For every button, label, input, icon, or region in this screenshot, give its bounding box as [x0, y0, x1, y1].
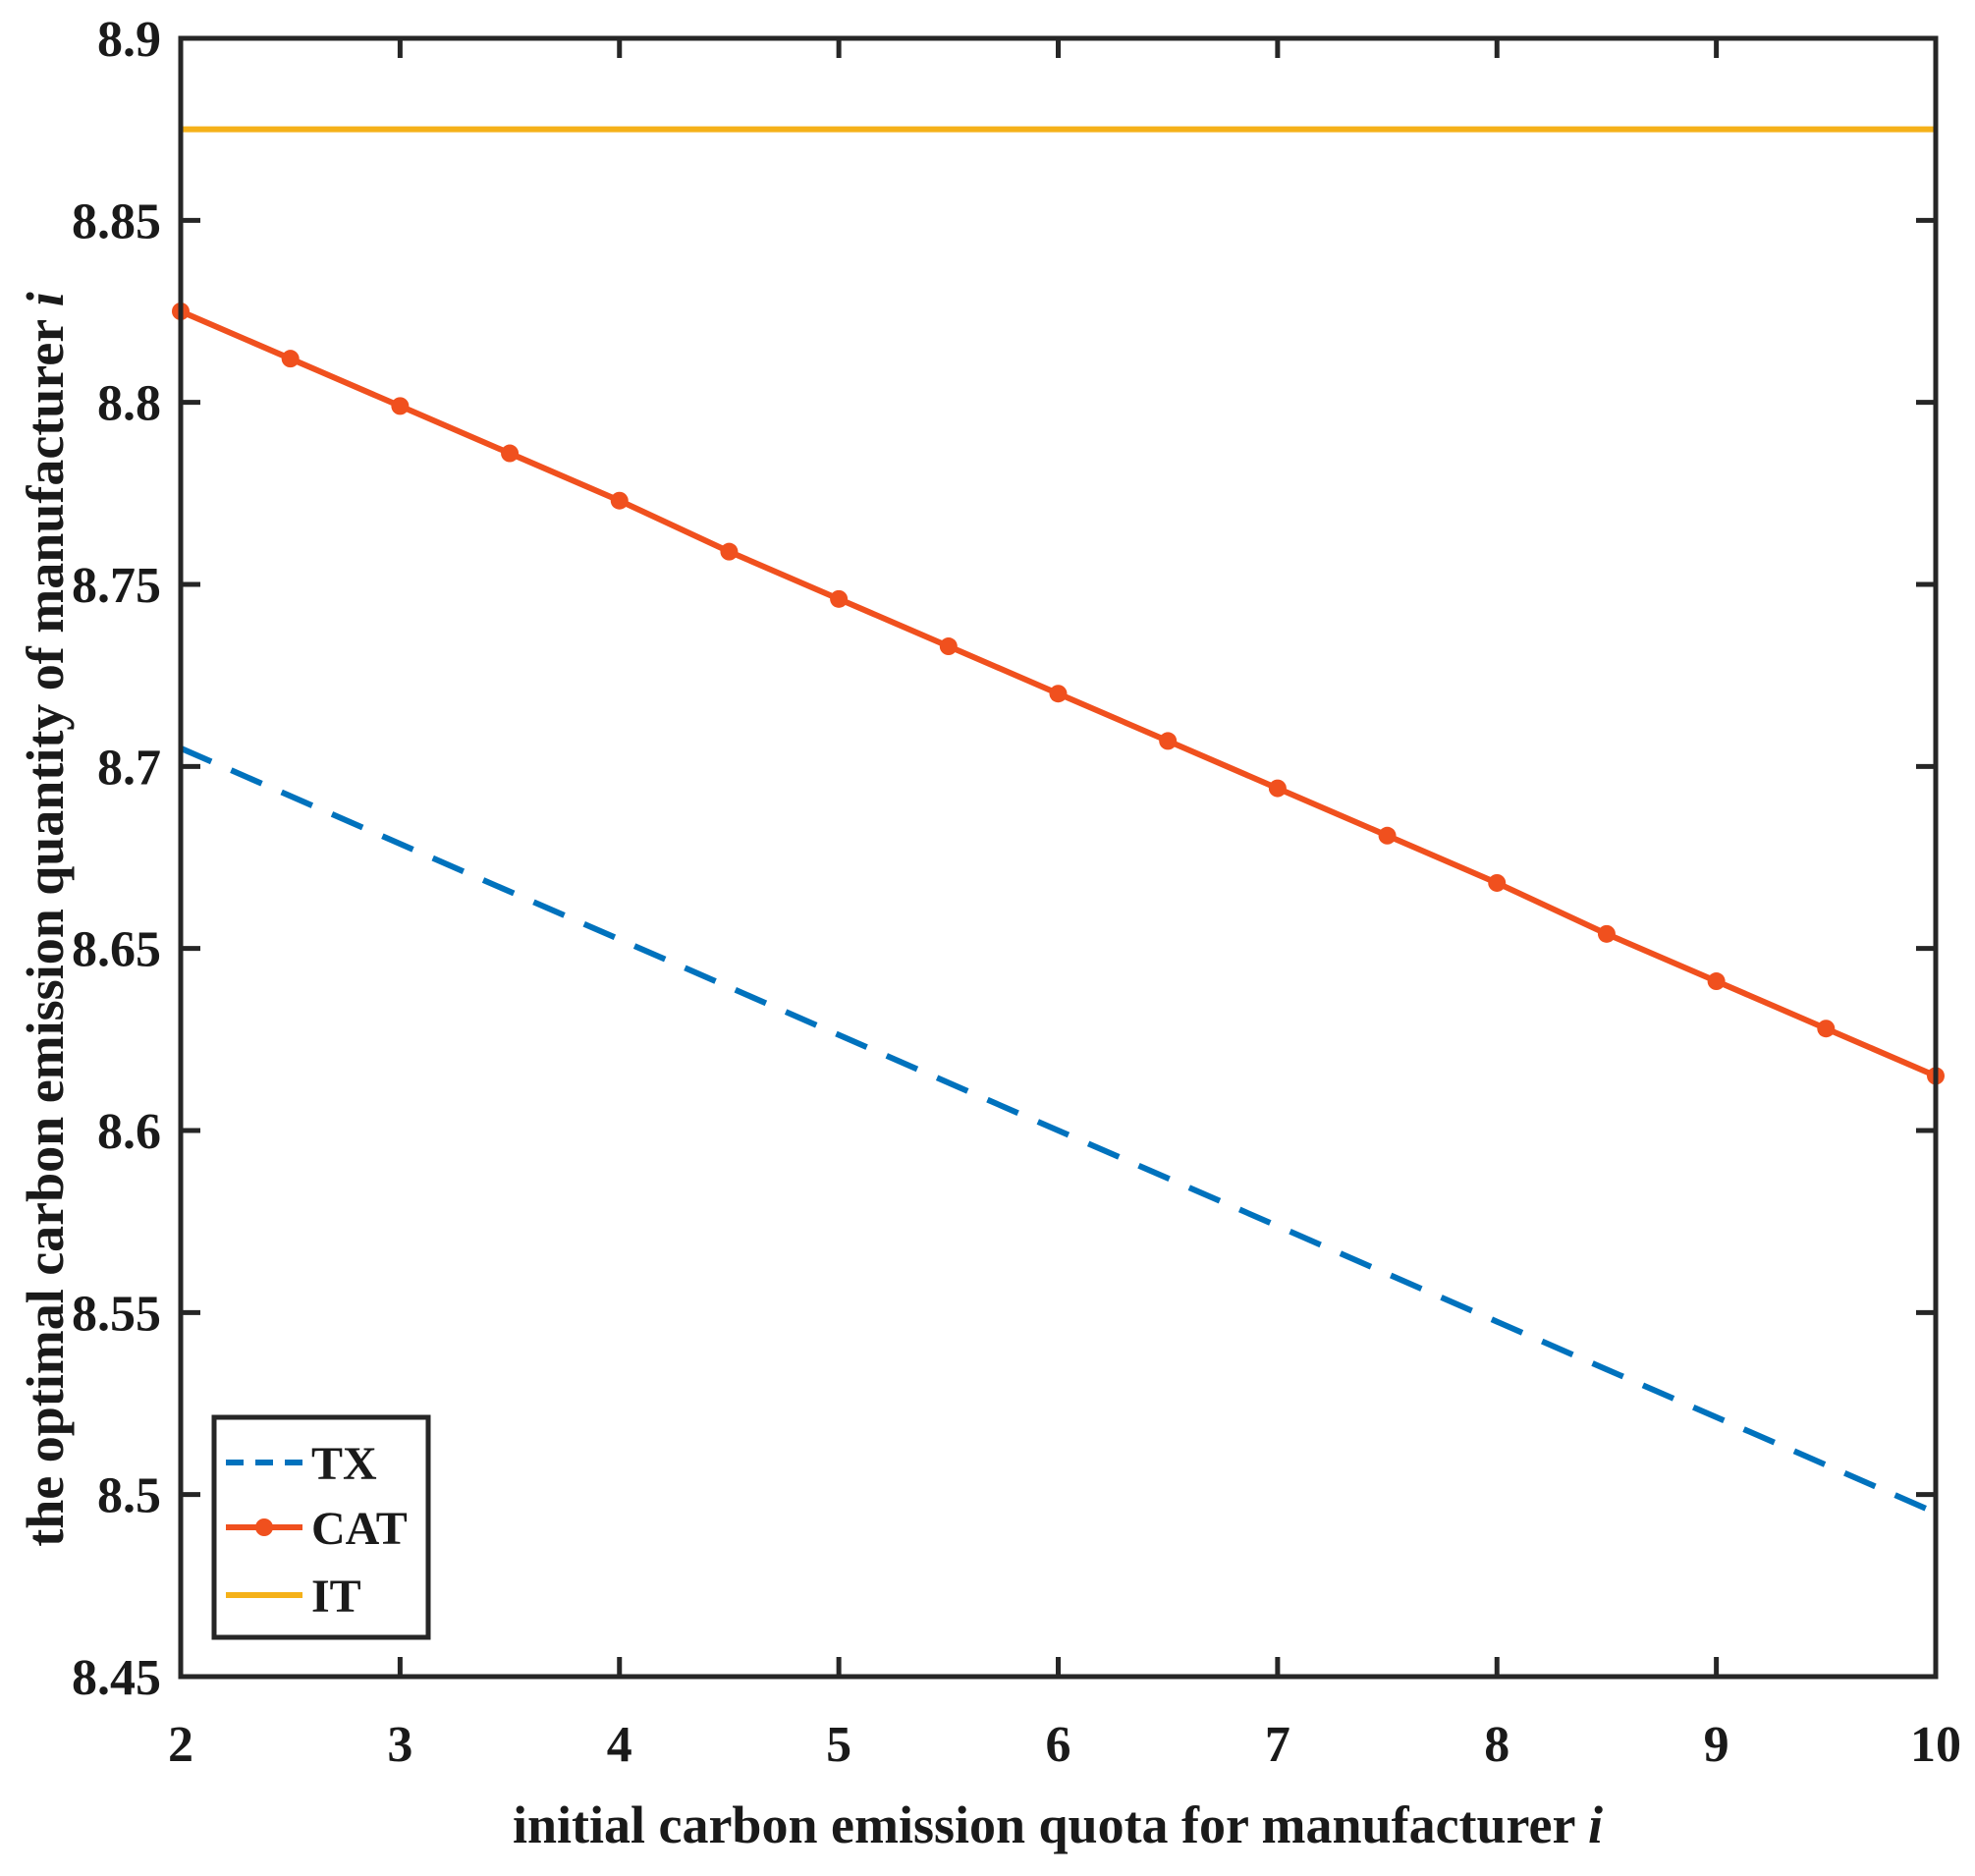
- plot-frame: [178, 35, 1939, 1680]
- data-point-cat: [1707, 972, 1726, 991]
- markers-layer: [172, 303, 1945, 1085]
- y-tick-label: 8.55: [72, 1286, 161, 1342]
- x-axis-label-text: initial carbon emission quota for manufa…: [513, 1795, 1575, 1854]
- y-axis-label-variable: i: [16, 292, 75, 306]
- data-point-cat: [610, 491, 629, 510]
- x-tick-label: 2: [168, 1717, 193, 1773]
- series-line-tx: [181, 745, 1936, 1516]
- legend: TX CAT IT: [211, 1414, 431, 1640]
- x-axis-label: initial carbon emission quota for manufa…: [513, 1795, 1603, 1854]
- x-tick-label: 5: [826, 1717, 851, 1773]
- data-point-cat: [1159, 732, 1178, 750]
- data-point-cat: [1378, 826, 1397, 845]
- x-tick-label: 10: [1910, 1717, 1961, 1773]
- data-point-cat: [1817, 1020, 1836, 1038]
- y-tick-label: 8.75: [72, 558, 161, 614]
- y-tick-labels: 8.45 8.5 8.55 8.6 8.65 8.7 8.75 8.8 8.85 8.9: [72, 12, 161, 1706]
- x-axis-label-variable: i: [1588, 1795, 1603, 1854]
- data-point-cat: [501, 444, 520, 463]
- x-tick-labels: 2 3 4 5 6 7 8 9 10: [168, 1717, 1961, 1773]
- y-tick-label: 8.85: [72, 193, 161, 249]
- y-tick-label: 8.6: [97, 1104, 161, 1160]
- x-tick-label: 3: [387, 1717, 412, 1773]
- data-point-cat: [281, 350, 300, 368]
- data-point-cat: [720, 542, 739, 561]
- x-tick-label: 6: [1046, 1717, 1071, 1773]
- y-tick-label: 8.5: [97, 1468, 161, 1524]
- legend-label-cat: CAT: [311, 1503, 408, 1555]
- data-point-cat: [1597, 924, 1616, 943]
- x-tick-label: 8: [1484, 1717, 1509, 1773]
- data-point-cat: [1049, 685, 1068, 703]
- y-axis-label: the optimal carbon emission quantity of …: [16, 292, 75, 1547]
- data-point-cat: [391, 397, 410, 415]
- data-point-cat: [1268, 779, 1287, 798]
- y-tick-label: 8.65: [72, 922, 161, 978]
- legend-label-tx: TX: [311, 1438, 377, 1490]
- x-tick-label: 4: [607, 1717, 632, 1773]
- data-point-cat: [939, 637, 958, 656]
- y-tick-label: 8.9: [97, 12, 161, 68]
- y-tick-label: 8.7: [97, 740, 161, 796]
- y-axis-label-text: the optimal carbon emission quantity of …: [16, 320, 75, 1547]
- data-point-cat: [830, 589, 849, 608]
- y-tick-label: 8.45: [72, 1650, 161, 1706]
- x-tick-label: 7: [1265, 1717, 1290, 1773]
- legend-marker-cat: [255, 1518, 273, 1536]
- data-point-cat: [1488, 873, 1507, 892]
- y-tick-label: 8.8: [97, 376, 161, 432]
- x-tick-label: 9: [1704, 1717, 1729, 1773]
- legend-label-it: IT: [311, 1571, 361, 1623]
